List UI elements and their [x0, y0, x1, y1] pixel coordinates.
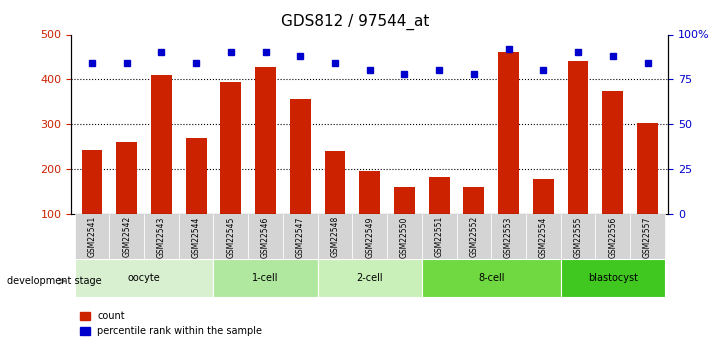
Text: GSM22551: GSM22551	[434, 216, 444, 257]
Text: GSM22544: GSM22544	[191, 216, 201, 257]
FancyBboxPatch shape	[353, 214, 387, 259]
Text: GSM22554: GSM22554	[539, 216, 548, 257]
FancyBboxPatch shape	[630, 214, 665, 259]
Bar	[290, 99, 311, 259]
FancyBboxPatch shape	[213, 259, 318, 297]
Bar	[602, 90, 624, 259]
FancyBboxPatch shape	[248, 214, 283, 259]
Text: GSM22555: GSM22555	[574, 216, 582, 257]
Text: 1-cell: 1-cell	[252, 273, 279, 283]
Bar	[116, 142, 137, 259]
Text: development stage: development stage	[7, 276, 102, 286]
Text: GSM22553: GSM22553	[504, 216, 513, 257]
FancyBboxPatch shape	[75, 214, 109, 259]
Bar	[325, 151, 346, 259]
Bar	[186, 138, 206, 259]
FancyBboxPatch shape	[491, 214, 526, 259]
Bar	[394, 187, 415, 259]
FancyBboxPatch shape	[387, 214, 422, 259]
FancyBboxPatch shape	[561, 259, 665, 297]
Bar	[359, 171, 380, 259]
Bar	[151, 75, 172, 259]
Text: GSM22543: GSM22543	[157, 216, 166, 257]
Bar	[498, 52, 519, 259]
FancyBboxPatch shape	[144, 214, 178, 259]
FancyBboxPatch shape	[109, 214, 144, 259]
FancyBboxPatch shape	[75, 259, 213, 297]
Text: GSM22546: GSM22546	[261, 216, 270, 257]
FancyBboxPatch shape	[318, 259, 422, 297]
FancyBboxPatch shape	[456, 214, 491, 259]
Bar	[464, 187, 484, 259]
Text: GSM22548: GSM22548	[331, 216, 339, 257]
Text: GSM22547: GSM22547	[296, 216, 305, 257]
Bar	[567, 61, 589, 259]
Bar	[429, 177, 449, 259]
FancyBboxPatch shape	[178, 214, 213, 259]
FancyBboxPatch shape	[422, 214, 456, 259]
FancyBboxPatch shape	[526, 214, 561, 259]
Text: 8-cell: 8-cell	[478, 273, 505, 283]
FancyBboxPatch shape	[422, 259, 561, 297]
FancyBboxPatch shape	[213, 214, 248, 259]
Bar	[255, 67, 276, 259]
Text: GSM22557: GSM22557	[643, 216, 652, 257]
Bar	[220, 82, 241, 259]
Text: oocyte: oocyte	[128, 273, 161, 283]
FancyBboxPatch shape	[318, 214, 353, 259]
FancyBboxPatch shape	[283, 214, 318, 259]
Text: GSM22541: GSM22541	[87, 216, 97, 257]
FancyBboxPatch shape	[561, 214, 595, 259]
Text: blastocyst: blastocyst	[588, 273, 638, 283]
Bar	[82, 150, 102, 259]
Text: 2-cell: 2-cell	[356, 273, 383, 283]
Legend: count, percentile rank within the sample: count, percentile rank within the sample	[76, 307, 266, 340]
Text: GSM22549: GSM22549	[365, 216, 374, 257]
Text: GDS812 / 97544_at: GDS812 / 97544_at	[282, 14, 429, 30]
FancyBboxPatch shape	[595, 214, 630, 259]
Text: GSM22545: GSM22545	[226, 216, 235, 257]
Text: GSM22550: GSM22550	[400, 216, 409, 257]
Text: GSM22552: GSM22552	[469, 216, 479, 257]
Bar	[533, 179, 554, 259]
Text: GSM22556: GSM22556	[609, 216, 617, 257]
Bar	[637, 123, 658, 259]
Text: GSM22542: GSM22542	[122, 216, 131, 257]
